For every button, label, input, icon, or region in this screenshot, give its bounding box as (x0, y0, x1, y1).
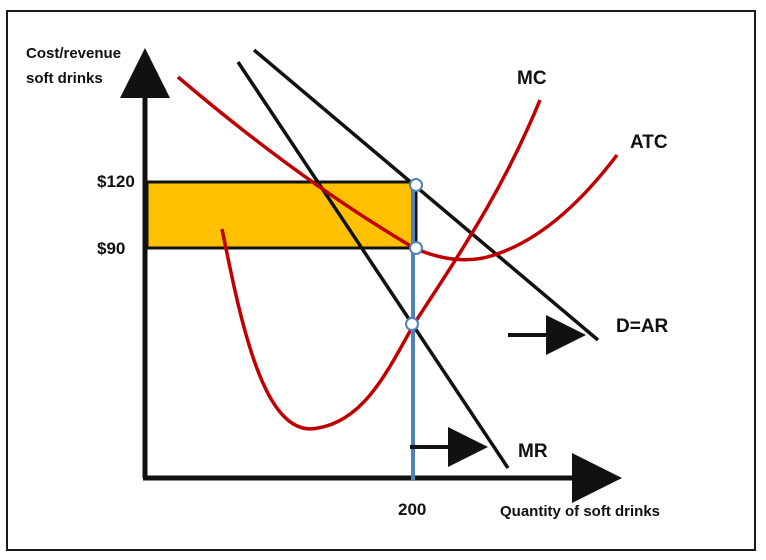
mc-curve (220, 99, 542, 431)
mr-label: MR (518, 441, 548, 462)
demand-ar-line (252, 48, 600, 342)
atc-curve (176, 75, 619, 262)
supernormal-profit-area (145, 180, 418, 250)
y-tick-90: $90 (97, 239, 125, 258)
mc-equals-mr-point (405, 317, 419, 331)
y-tick-120: $120 (97, 172, 135, 191)
mc-label: MC (517, 68, 547, 89)
demand-ar-label: D=AR (616, 316, 669, 337)
atc-point (409, 241, 423, 255)
marginal-revenue-line (236, 61, 510, 469)
x-axis-label: Quantity of soft drinks (500, 503, 660, 520)
y-axis-label-line1: Cost/revenue (26, 45, 121, 62)
diagram-frame (6, 10, 756, 551)
price-point-demand (409, 178, 423, 192)
y-axis-label-line2: soft drinks (26, 70, 103, 87)
atc-label: ATC (630, 132, 668, 153)
x-tick-200: 200 (398, 500, 426, 519)
